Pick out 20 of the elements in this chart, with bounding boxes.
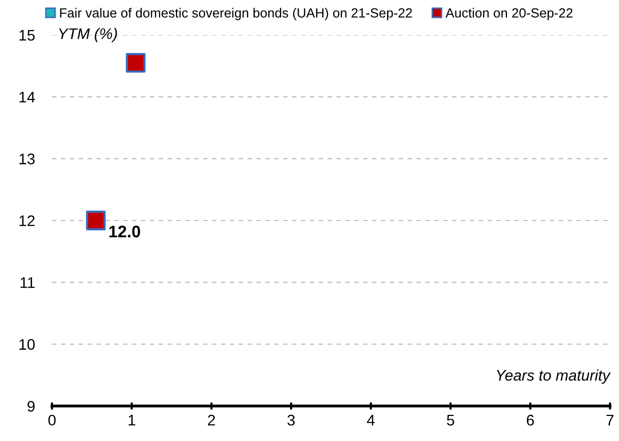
legend-label: Auction on 20-Sep-22 bbox=[446, 8, 572, 20]
y-tick-label: 15 bbox=[20, 30, 35, 41]
y-tick-label: 12 bbox=[20, 215, 35, 226]
x-tick-label: 1 bbox=[128, 414, 136, 426]
y-tick-label: 14 bbox=[20, 92, 35, 102]
y-tick-label: 10 bbox=[20, 339, 35, 350]
data-label: 12.0 bbox=[109, 226, 140, 238]
x-tick-label: 5 bbox=[446, 414, 454, 426]
x-tick-label: 3 bbox=[287, 414, 295, 426]
y-tick-label: 9 bbox=[28, 400, 35, 412]
x-tick-label: 6 bbox=[526, 414, 534, 426]
y-tick-label: 13 bbox=[20, 154, 35, 164]
x-tick-label: 0 bbox=[48, 414, 56, 426]
y-axis-title: YTM (%) bbox=[59, 28, 117, 42]
x-tick-label: 7 bbox=[606, 414, 614, 426]
x-tick-label: 4 bbox=[366, 414, 375, 426]
y-tick-label: 11 bbox=[20, 277, 35, 288]
x-axis-title: Years to maturity bbox=[496, 370, 611, 384]
x-tick-label: 2 bbox=[208, 414, 215, 426]
legend-label: Fair value of domestic sovereign bonds (UAH) on 21-Sep-22 bbox=[60, 8, 412, 20]
